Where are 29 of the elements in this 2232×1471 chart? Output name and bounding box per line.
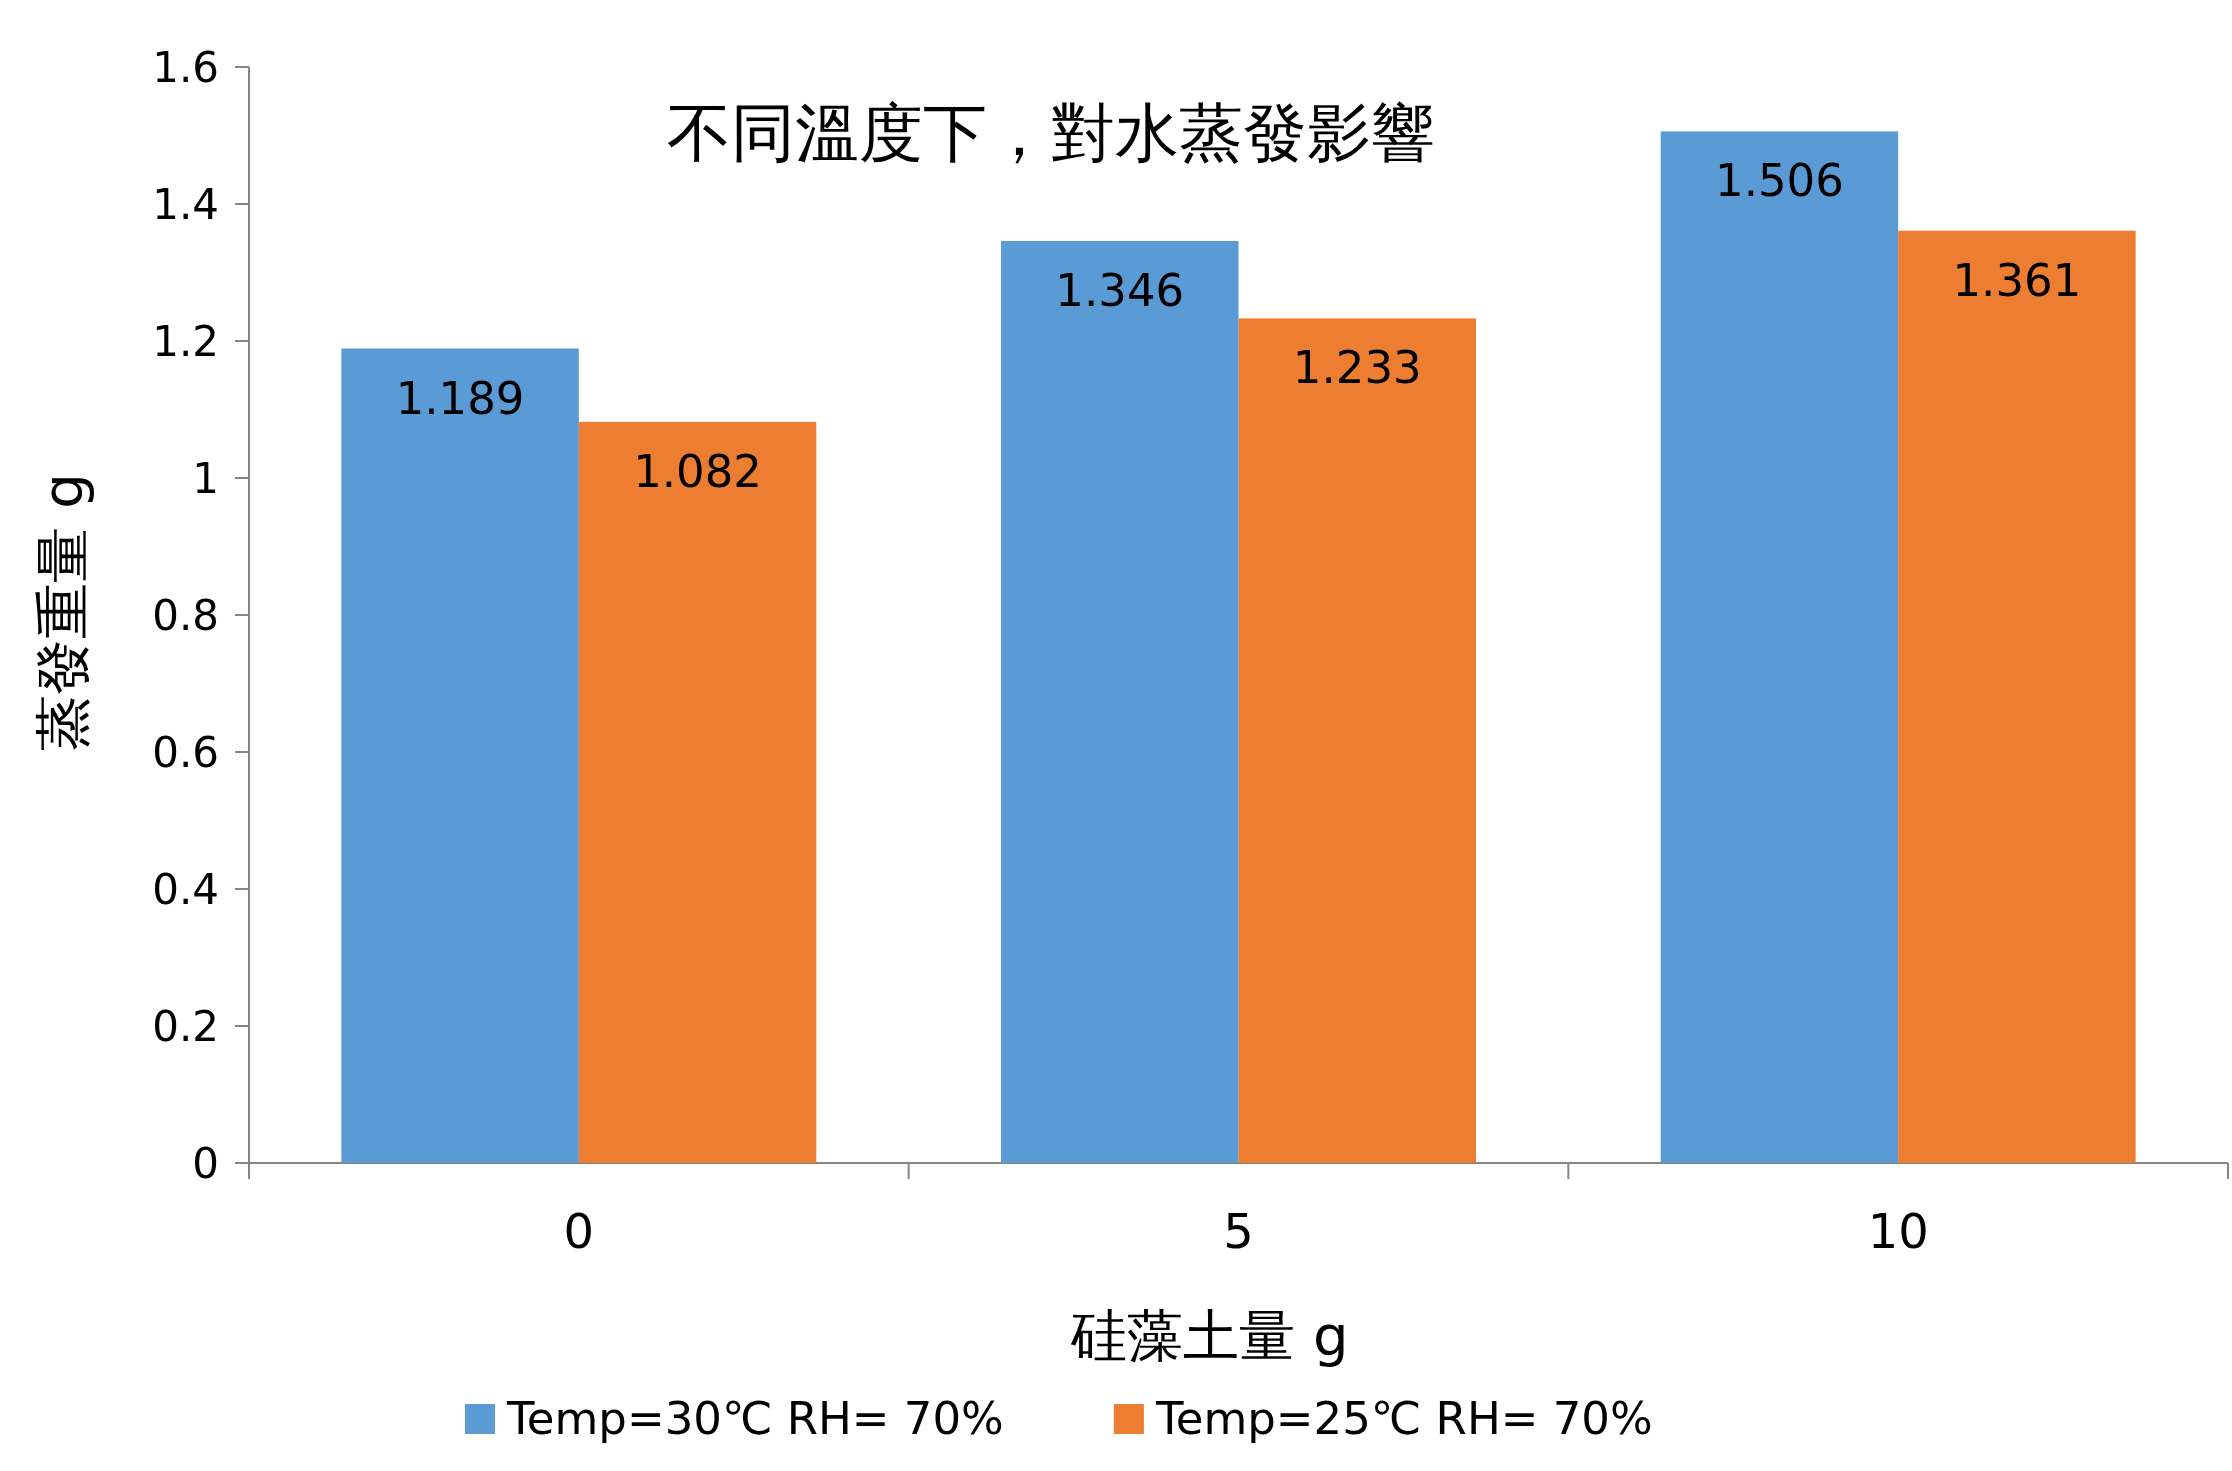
bar bbox=[341, 348, 579, 1163]
x-axis-title: 硅藻土量 g bbox=[1070, 1303, 1349, 1368]
y-tick-label: 0.8 bbox=[152, 591, 219, 640]
y-tick-label: 0.6 bbox=[152, 728, 219, 777]
x-tick-label: 10 bbox=[1867, 1203, 1929, 1259]
legend-label: Temp=25℃ RH= 70% bbox=[1154, 1392, 1653, 1445]
bar bbox=[578, 421, 817, 1163]
legend-label: Temp=30℃ RH= 70% bbox=[506, 1392, 1004, 1445]
bar bbox=[1660, 131, 1899, 1163]
y-axis-title: 蒸發重量 g bbox=[30, 473, 95, 751]
x-tick-label: 0 bbox=[563, 1203, 595, 1259]
y-tick-label: 0 bbox=[192, 1139, 219, 1188]
data-label: 1.506 bbox=[1715, 154, 1844, 208]
y-tick-label: 1.4 bbox=[152, 180, 219, 229]
data-label: 1.233 bbox=[1292, 341, 1422, 395]
x-tick-label: 5 bbox=[1223, 1203, 1254, 1259]
data-label: 1.189 bbox=[395, 371, 525, 425]
y-tick-label: 0.4 bbox=[152, 865, 219, 914]
y-tick-label: 0.2 bbox=[152, 1002, 219, 1051]
y-tick-label: 1.2 bbox=[152, 317, 219, 366]
data-label: 1.346 bbox=[1055, 263, 1185, 317]
data-label: 1.082 bbox=[633, 444, 762, 498]
bar bbox=[1238, 318, 1476, 1163]
y-tick-label: 1.6 bbox=[152, 43, 219, 92]
text: 不同溫度下，對水蒸發影響 bbox=[667, 96, 1435, 170]
y-tick-label: 1 bbox=[192, 454, 219, 503]
bar bbox=[1898, 230, 2136, 1163]
data-label: 1.361 bbox=[1952, 253, 2082, 307]
bar bbox=[1001, 240, 1239, 1163]
